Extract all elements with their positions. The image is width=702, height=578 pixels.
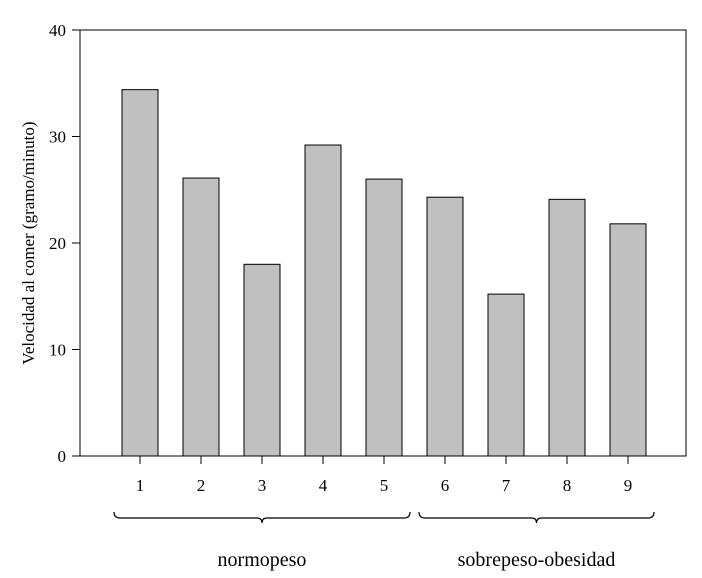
- x-tick-label: 8: [563, 476, 572, 495]
- group-label: normopeso: [218, 549, 307, 571]
- bar-5: [365, 178, 403, 457]
- bar-3: [243, 263, 281, 457]
- bar-6: [426, 196, 464, 457]
- y-tick-label: 30: [49, 128, 66, 147]
- y-tick-label: 40: [49, 21, 66, 40]
- bar-2: [182, 177, 220, 457]
- group-bracket: [418, 511, 655, 524]
- bar-8: [548, 198, 586, 457]
- bar-4: [304, 144, 342, 457]
- x-tick-label: 6: [441, 476, 450, 495]
- bars: [121, 89, 647, 457]
- x-tick-label: 5: [380, 476, 389, 495]
- y-tick-label: 10: [49, 341, 66, 360]
- x-tick-label: 3: [258, 476, 267, 495]
- bar-1: [121, 89, 159, 457]
- bar-7: [487, 293, 525, 457]
- x-tick-label: 1: [136, 476, 145, 495]
- x-tick-label: 2: [197, 476, 206, 495]
- y-tick-label: 0: [58, 447, 67, 466]
- bar-9: [609, 223, 647, 457]
- x-tick-label: 7: [502, 476, 511, 495]
- x-tick-label: 9: [624, 476, 633, 495]
- y-axis-label: Velocidad al comer (gramo/minuto): [19, 121, 38, 364]
- group-bracket: [113, 511, 411, 524]
- y-axis: 0 10 20 30 40: [49, 21, 80, 466]
- group-label: sobrepeso-obesidad: [458, 549, 616, 571]
- y-tick-label: 20: [49, 234, 66, 253]
- x-tick-label: 4: [319, 476, 328, 495]
- x-axis: 1 2 3 4 5 6 7 8 9: [136, 456, 633, 495]
- group-brackets: normopeso sobrepeso-obesidad: [113, 511, 655, 571]
